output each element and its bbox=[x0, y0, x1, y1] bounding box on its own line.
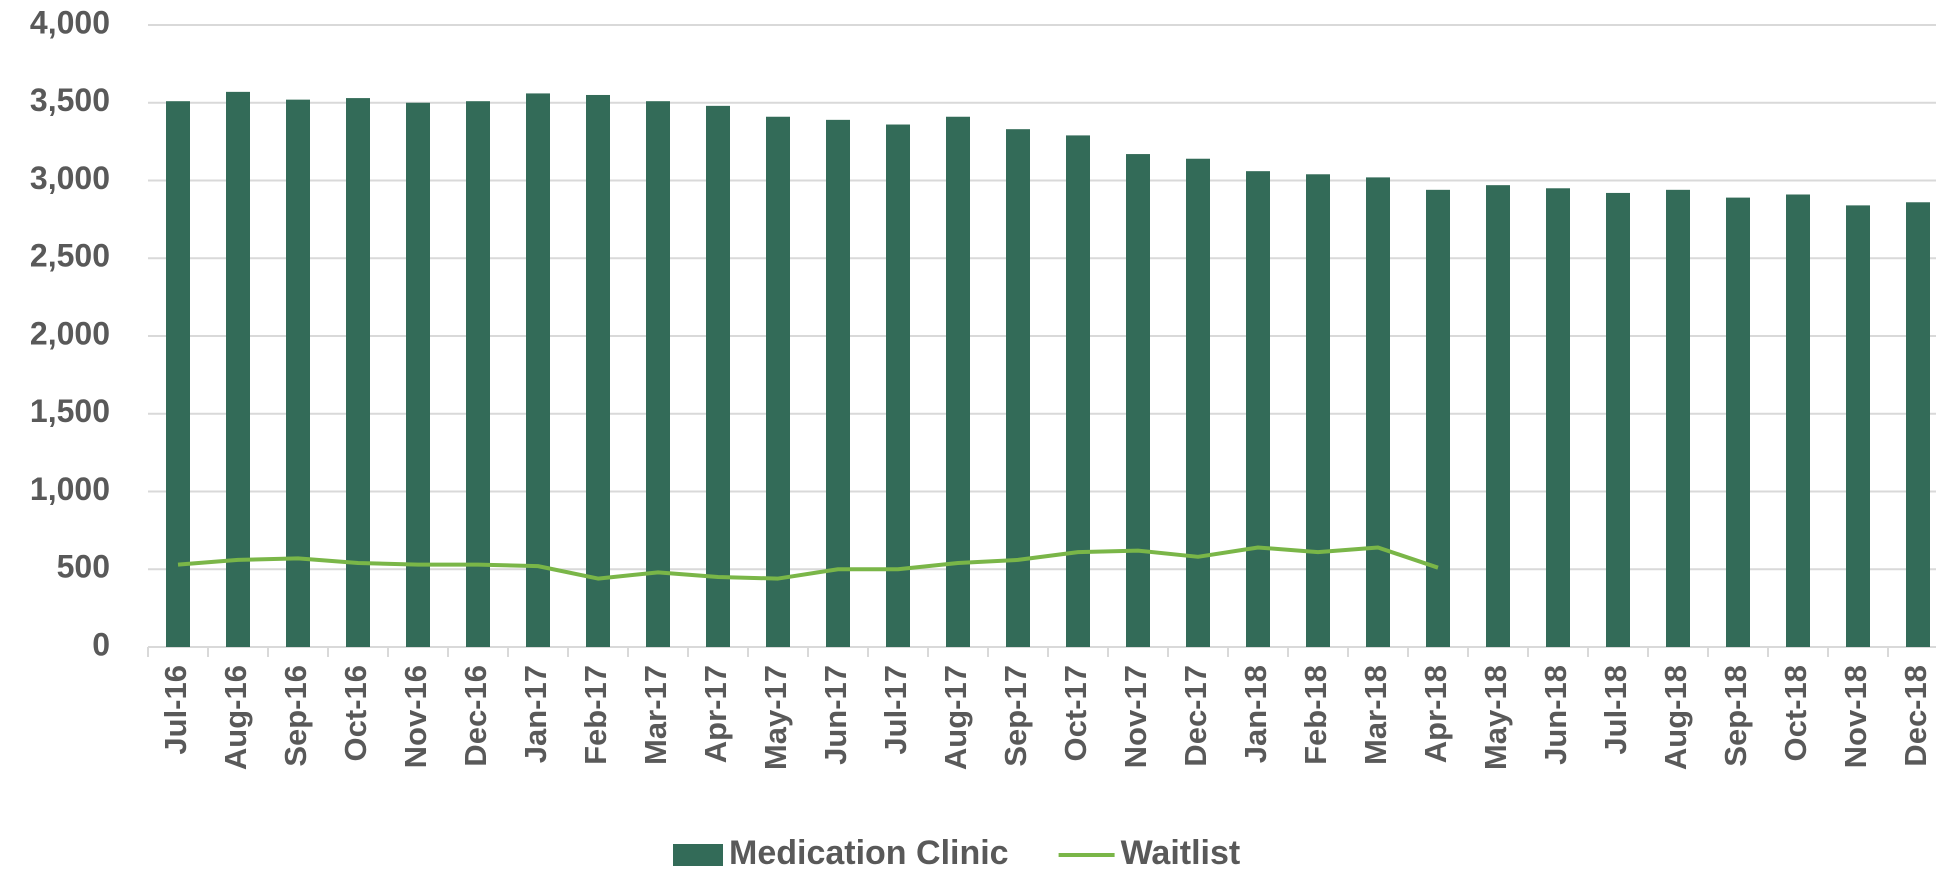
x-tick-label: Nov-18 bbox=[1838, 665, 1873, 768]
bar bbox=[1306, 174, 1330, 647]
x-tick-label: May-17 bbox=[758, 665, 793, 770]
bar bbox=[406, 102, 430, 647]
x-tick-label: Nov-16 bbox=[398, 665, 433, 768]
x-tick-label: Oct-18 bbox=[1778, 665, 1813, 761]
x-tick-label: Jul-18 bbox=[1598, 665, 1633, 755]
bar bbox=[166, 101, 190, 647]
legend-label: Waitlist bbox=[1121, 834, 1241, 872]
bar bbox=[1366, 177, 1390, 647]
x-tick-label: Dec-18 bbox=[1898, 665, 1933, 767]
bar bbox=[946, 116, 970, 648]
bar bbox=[1606, 192, 1630, 647]
bar bbox=[1906, 202, 1930, 647]
x-tick-label: May-18 bbox=[1478, 665, 1513, 770]
x-tick-label: Aug-16 bbox=[218, 665, 253, 770]
x-tick-label: Oct-17 bbox=[1058, 665, 1093, 761]
bar bbox=[1186, 158, 1210, 648]
bar bbox=[1486, 185, 1510, 648]
bar bbox=[886, 124, 910, 647]
y-tick-label: 1,000 bbox=[30, 471, 110, 507]
y-tick-label: 500 bbox=[57, 549, 110, 585]
x-tick-label: Aug-18 bbox=[1658, 665, 1693, 770]
bar bbox=[1726, 197, 1750, 648]
y-tick-label: 1,500 bbox=[30, 393, 110, 429]
x-tick-label: Jul-17 bbox=[878, 665, 913, 755]
bar bbox=[1246, 171, 1270, 648]
bar bbox=[1666, 189, 1690, 647]
x-tick-label: Nov-17 bbox=[1118, 665, 1153, 768]
bar bbox=[1126, 154, 1150, 647]
bar bbox=[1846, 205, 1870, 647]
legend-label: Medication Clinic bbox=[729, 834, 1009, 872]
x-tick-label: Mar-17 bbox=[638, 665, 673, 765]
bar bbox=[226, 91, 250, 648]
x-tick-label: Dec-17 bbox=[1178, 665, 1213, 767]
bar bbox=[1006, 129, 1030, 647]
bar bbox=[1786, 194, 1810, 647]
x-tick-label: Feb-18 bbox=[1298, 665, 1333, 765]
x-tick-label: Sep-18 bbox=[1718, 665, 1753, 767]
x-tick-label: Apr-18 bbox=[1418, 665, 1453, 763]
x-tick-label: Apr-17 bbox=[698, 665, 733, 763]
bar bbox=[706, 105, 730, 648]
bar bbox=[826, 119, 850, 648]
y-tick-label: 2,500 bbox=[30, 238, 110, 274]
y-tick-label: 4,000 bbox=[30, 4, 110, 40]
x-tick-label: Mar-18 bbox=[1358, 665, 1393, 765]
bar bbox=[1066, 135, 1090, 647]
x-tick-label: Jan-17 bbox=[518, 665, 553, 763]
x-tick-label: Sep-16 bbox=[278, 665, 313, 767]
x-tick-label: Dec-16 bbox=[458, 665, 493, 767]
legend-swatch bbox=[673, 844, 723, 866]
bar bbox=[586, 94, 610, 648]
x-tick-label: Sep-17 bbox=[998, 665, 1033, 767]
bar bbox=[646, 101, 670, 647]
bar bbox=[466, 101, 490, 647]
y-tick-label: 3,000 bbox=[30, 160, 110, 196]
y-tick-label: 2,000 bbox=[30, 315, 110, 351]
x-tick-label: Jun-18 bbox=[1538, 665, 1573, 765]
bar bbox=[1426, 189, 1450, 647]
bar bbox=[766, 116, 790, 648]
bar bbox=[346, 98, 370, 647]
line bbox=[177, 545, 1439, 581]
x-tick-label: Oct-16 bbox=[338, 665, 373, 761]
bar bbox=[286, 99, 310, 647]
x-tick-label: Jun-17 bbox=[818, 665, 853, 765]
x-tick-label: Jan-18 bbox=[1238, 665, 1273, 763]
y-tick-label: 3,500 bbox=[30, 82, 110, 118]
x-tick-label: Jul-16 bbox=[158, 665, 193, 755]
x-tick-label: Aug-17 bbox=[938, 665, 973, 770]
bar bbox=[526, 93, 550, 648]
bar bbox=[1546, 188, 1570, 647]
x-tick-label: Feb-17 bbox=[578, 665, 613, 765]
y-tick-label: 0 bbox=[92, 626, 110, 662]
